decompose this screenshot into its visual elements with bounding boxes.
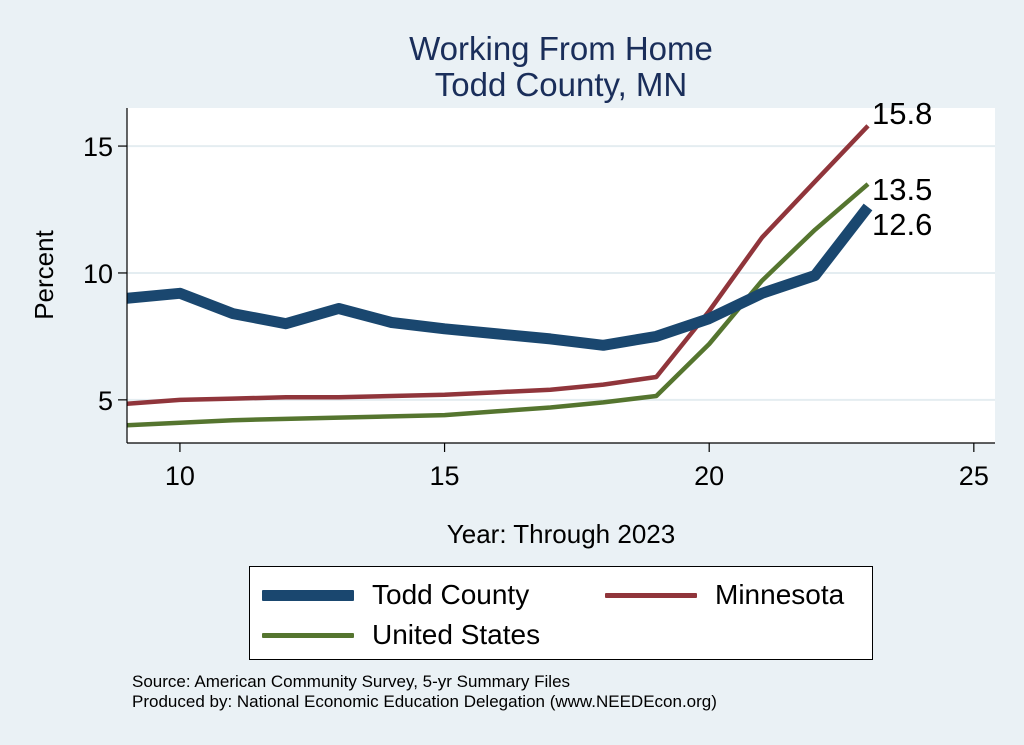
legend-label-minnesota: Minnesota [715, 579, 845, 610]
y-tick-label-5: 5 [98, 386, 113, 416]
legend-item-todd-county: Todd County [262, 579, 529, 611]
legend-swatch-todd-county [262, 589, 354, 601]
series-layer [126, 124, 873, 428]
end-label-united-states: 13.5 [872, 172, 932, 207]
end-label-minnesota: 15.8 [872, 96, 932, 131]
chart-title: Working From Home [409, 30, 713, 67]
legend: Todd County Minnesota United States [249, 566, 873, 660]
x-axis-label: Year: Through 2023 [447, 519, 675, 549]
x-tick-label-20: 20 [694, 461, 724, 491]
x-tick-label-25: 25 [959, 461, 989, 491]
end-label-todd-county: 12.6 [872, 207, 932, 242]
x-tick-label-15: 15 [430, 461, 460, 491]
legend-label-united-states: United States [372, 619, 541, 650]
legend-item-minnesota: Minnesota [605, 579, 844, 611]
produced-by-line: Produced by: National Economic Education… [132, 692, 717, 711]
y-tick-label-15: 15 [83, 132, 113, 162]
legend-item-united-states: United States [262, 619, 540, 651]
legend-swatch-minnesota [605, 592, 697, 598]
legend-label-todd-county: Todd County [372, 579, 530, 610]
source-note: Source: American Community Survey, 5-yr … [132, 672, 717, 712]
y-tick-label-10: 10 [83, 259, 113, 289]
y-axis-label: Percent [29, 229, 59, 319]
x-ticks: 10 15 20 25 [165, 443, 989, 491]
source-line: Source: American Community Survey, 5-yr … [132, 672, 571, 691]
legend-swatch-united-states [262, 632, 354, 638]
end-labels: 12.6 15.8 13.5 [872, 96, 932, 242]
y-ticks: 5 10 15 [83, 132, 127, 416]
x-tick-label-10: 10 [165, 461, 195, 491]
chart-subtitle: Todd County, MN [435, 66, 688, 103]
plot-area [127, 108, 995, 443]
